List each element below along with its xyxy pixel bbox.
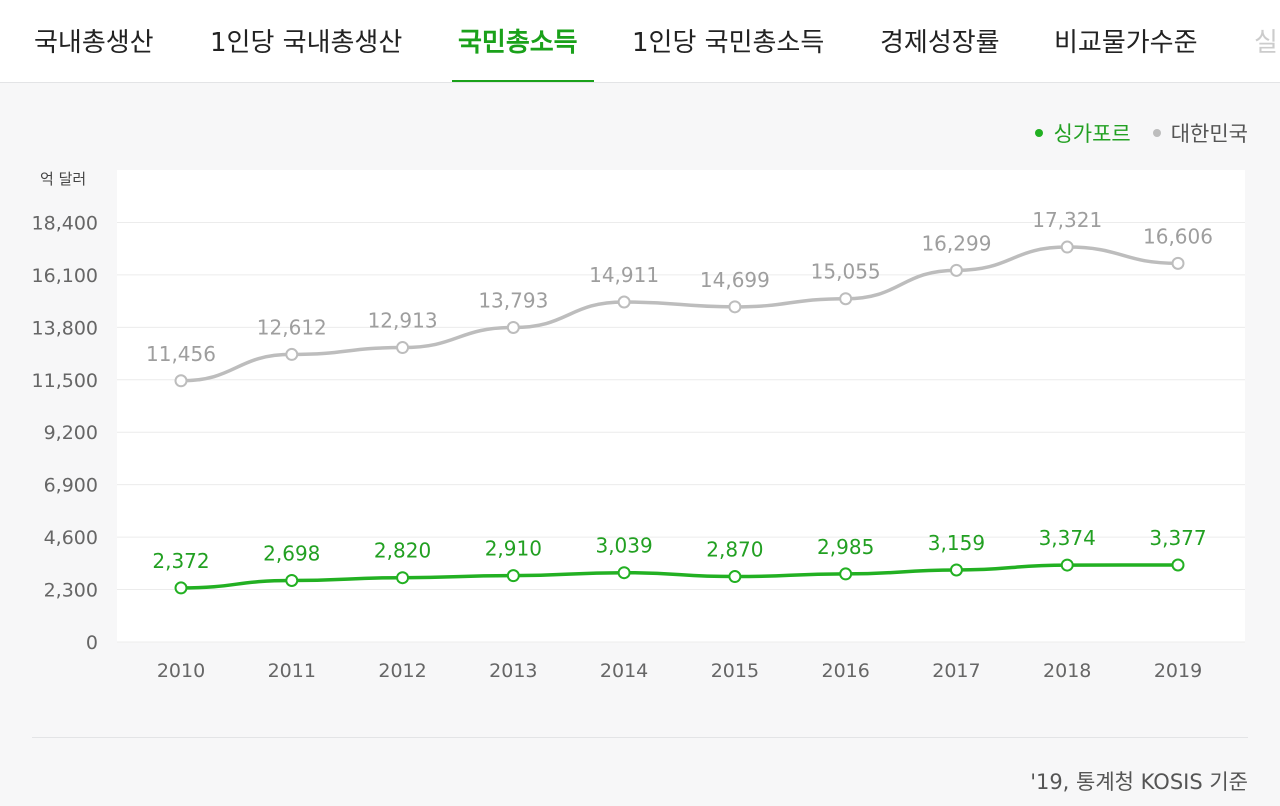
data-point-korea (1171, 256, 1185, 270)
x-tick-label: 2015 (711, 660, 759, 682)
data-label-korea: 13,793 (478, 288, 548, 312)
tab-price-level[interactable]: 비교물가수준 (1054, 28, 1198, 58)
legend-label-korea: 대한민국 (1170, 122, 1248, 146)
legend-item-singapore[interactable]: 싱가포르 (1035, 118, 1131, 148)
x-tick-label: 2011 (268, 660, 316, 682)
source-note: '19, 통계청 KOSIS 기준 (1030, 770, 1248, 794)
data-point-singapore (617, 566, 631, 580)
y-tick-label: 6,900 (44, 475, 98, 497)
tab-gni[interactable]: 국민총소득 (458, 28, 578, 58)
data-label-singapore: 2,820 (374, 539, 431, 563)
data-label-korea: 17,321 (1032, 208, 1102, 232)
y-tick-label: 18,400 (32, 212, 98, 234)
tab-bar: 국내총생산 1인당 국내총생산 국민총소득 1인당 국민총소득 경제성장률 비교… (0, 0, 1280, 83)
data-label-korea: 14,699 (700, 268, 770, 292)
legend-item-korea[interactable]: 대한민국 (1152, 118, 1248, 148)
data-label-singapore: 3,377 (1149, 526, 1206, 550)
series-line-singapore (179, 563, 1180, 590)
x-tick-label: 2010 (157, 660, 205, 682)
y-tick-label: 13,800 (32, 317, 98, 339)
legend-dot-singapore (1035, 129, 1044, 137)
tab-gni-per-capita[interactable]: 1인당 국민총소득 (632, 28, 825, 58)
data-point-singapore (1060, 558, 1074, 572)
data-point-singapore (174, 581, 188, 595)
legend-label-singapore: 싱가포르 (1053, 122, 1131, 146)
active-tab-indicator (452, 80, 594, 82)
data-label-singapore: 3,374 (1039, 526, 1096, 550)
data-label-singapore: 2,985 (817, 535, 874, 559)
chart-legend: 싱가포르 대한민국 (1035, 118, 1248, 148)
data-point-korea (506, 320, 520, 334)
data-point-korea (839, 292, 853, 306)
x-tick-label: 2016 (821, 660, 869, 682)
footer-divider (32, 737, 1248, 738)
tab-gdp[interactable]: 국내총생산 (34, 28, 154, 58)
data-label-korea: 14,911 (589, 263, 659, 287)
tab-gdp-per-capita[interactable]: 1인당 국내총생산 (210, 28, 403, 58)
data-label-korea: 16,606 (1143, 224, 1213, 248)
data-label-singapore: 2,910 (485, 537, 542, 561)
data-label-korea: 12,612 (257, 315, 327, 339)
y-tick-label: 4,600 (44, 527, 98, 549)
y-tick-label: 16,100 (32, 265, 98, 287)
x-tick-label: 2014 (600, 660, 648, 682)
data-point-korea (396, 341, 410, 355)
y-axis-unit: 억 달러 (40, 170, 87, 188)
x-tick-label: 2019 (1154, 660, 1202, 682)
data-point-singapore (396, 571, 410, 585)
legend-dot-korea (1152, 129, 1161, 137)
data-point-korea (174, 374, 188, 388)
x-tick-label: 2013 (489, 660, 537, 682)
y-tick-label: 0 (86, 632, 98, 654)
y-tick-label: 11,500 (32, 370, 98, 392)
plot-area (117, 170, 1245, 642)
data-label-korea: 15,055 (811, 260, 881, 284)
data-point-singapore (728, 570, 742, 584)
data-point-singapore (506, 569, 520, 583)
series-line-korea (179, 245, 1180, 383)
data-point-singapore (285, 573, 299, 587)
y-tick-label: 2,300 (44, 580, 98, 602)
data-point-korea (617, 295, 631, 309)
data-point-singapore (839, 567, 853, 581)
data-label-korea: 16,299 (921, 231, 991, 255)
tab-growth-rate[interactable]: 경제성장률 (880, 28, 1000, 58)
data-point-korea (949, 263, 963, 277)
data-label-korea: 11,456 (146, 342, 216, 366)
data-point-singapore (1171, 558, 1185, 572)
x-tick-label: 2018 (1043, 660, 1091, 682)
data-point-korea (285, 347, 299, 361)
data-label-singapore: 2,698 (263, 541, 320, 565)
x-tick-label: 2012 (378, 660, 426, 682)
data-point-singapore (949, 563, 963, 577)
data-label-singapore: 3,039 (595, 534, 652, 558)
data-label-korea: 12,913 (368, 309, 438, 333)
data-point-korea (728, 300, 742, 314)
data-point-korea (1060, 240, 1074, 254)
data-label-singapore: 2,870 (706, 538, 763, 562)
x-tick-label: 2017 (932, 660, 980, 682)
data-label-singapore: 3,159 (928, 531, 985, 555)
tab-more[interactable]: 실 (1254, 28, 1278, 58)
y-tick-label: 9,200 (44, 422, 98, 444)
data-label-singapore: 2,372 (152, 549, 209, 573)
